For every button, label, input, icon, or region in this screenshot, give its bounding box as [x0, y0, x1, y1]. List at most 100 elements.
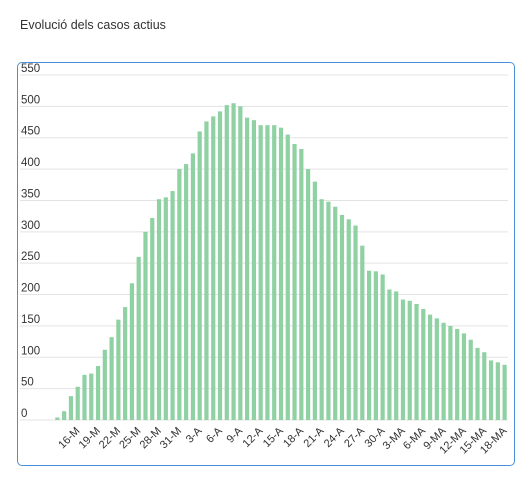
y-tick-label: 300 [21, 220, 40, 232]
bar[interactable] [299, 149, 304, 420]
bar[interactable] [251, 120, 256, 420]
y-tick-label: 100 [21, 345, 40, 357]
bar[interactable] [177, 169, 182, 420]
bar[interactable] [292, 144, 297, 420]
bar[interactable] [55, 417, 60, 420]
bar[interactable] [129, 283, 135, 420]
y-tick-label: 450 [21, 126, 40, 138]
bar[interactable] [306, 169, 311, 420]
x-tick-label: 21-A [302, 425, 327, 450]
bar[interactable] [184, 164, 189, 420]
bar[interactable] [360, 245, 365, 420]
bar[interactable] [190, 153, 196, 420]
bar[interactable] [319, 199, 324, 420]
x-axis-ticks: 16-M19-M22-M25-M28-M31-M 3-A 6-A 9-A12-A15-… [56, 425, 510, 457]
bar[interactable] [502, 364, 507, 420]
bar[interactable] [89, 373, 94, 420]
bar[interactable] [400, 299, 406, 420]
bar[interactable] [394, 291, 399, 420]
bar[interactable] [136, 256, 141, 420]
bar[interactable] [217, 111, 223, 420]
y-axis-ticks: 0 50 100 150 200 250 300 350 400 450 500 550 [21, 63, 40, 420]
x-tick-label: 6-A [204, 425, 225, 446]
bar[interactable] [468, 339, 473, 420]
x-tick-label: 19-M [77, 425, 103, 451]
bar[interactable] [366, 270, 372, 420]
chart-card: 0 50 100 150 200 250 300 350 400 450 500 550 16-M 19… [17, 62, 515, 466]
y-tick-label: 250 [21, 251, 40, 263]
bar[interactable] [116, 319, 121, 420]
bar[interactable] [163, 197, 168, 420]
bar[interactable] [258, 125, 263, 420]
gridlines [20, 74, 508, 421]
x-tick-label: 24-A [322, 425, 347, 450]
bar[interactable] [238, 106, 243, 420]
bar[interactable] [427, 314, 433, 420]
bar[interactable] [461, 333, 467, 420]
x-tick-label: 25-M [117, 425, 143, 451]
bar[interactable] [482, 352, 487, 420]
y-tick-label: 500 [21, 94, 40, 106]
x-tick-label: 22-M [97, 425, 123, 451]
y-tick-label: 550 [21, 63, 40, 75]
bar[interactable] [95, 366, 101, 420]
bar-chart: 0 50 100 150 200 250 300 350 400 450 500 550 16-M19… [20, 63, 510, 457]
bar[interactable] [455, 329, 460, 420]
bar[interactable] [488, 360, 494, 420]
bar[interactable] [326, 201, 331, 420]
bar[interactable] [414, 303, 419, 420]
bar[interactable] [245, 117, 250, 420]
x-tick-label: 18-A [281, 425, 306, 450]
bar[interactable] [102, 349, 107, 420]
bar[interactable] [143, 231, 148, 420]
x-tick-label: 15-A [261, 425, 286, 450]
bar[interactable] [434, 318, 439, 420]
bar[interactable] [68, 396, 74, 420]
y-tick-label: 50 [21, 377, 34, 389]
bar[interactable] [265, 125, 270, 420]
y-tick-label: 0 [21, 408, 27, 420]
y-tick-label: 200 [21, 283, 40, 295]
x-tick-label: 16-M [56, 425, 82, 451]
bar[interactable] [278, 127, 284, 420]
bar[interactable] [380, 274, 385, 420]
page-title: Evolució dels casos actius [20, 18, 166, 32]
bar[interactable] [448, 325, 453, 420]
bar[interactable] [475, 347, 480, 420]
bar[interactable] [170, 191, 175, 420]
bar[interactable] [421, 308, 426, 420]
bar[interactable] [333, 206, 338, 420]
y-tick-label: 400 [21, 157, 40, 169]
bar[interactable] [373, 271, 378, 420]
bar[interactable] [156, 199, 162, 420]
bar[interactable] [204, 121, 209, 420]
bar[interactable] [62, 411, 67, 420]
bar[interactable] [441, 322, 446, 420]
bar[interactable] [123, 307, 128, 420]
x-tick-label: 28-M [138, 425, 164, 451]
bar[interactable] [272, 125, 277, 420]
bar[interactable] [82, 374, 87, 420]
bar[interactable] [197, 131, 202, 421]
bar[interactable] [150, 218, 155, 420]
bar[interactable] [109, 337, 114, 420]
bar[interactable] [346, 219, 351, 420]
x-tick-label: 3-A [184, 425, 205, 446]
bar[interactable] [312, 181, 317, 420]
bar[interactable] [407, 300, 412, 420]
bar[interactable] [224, 105, 229, 420]
y-tick-label: 350 [21, 188, 40, 200]
x-tick-label: 27-A [342, 425, 367, 450]
y-tick-label: 150 [21, 314, 40, 326]
bars [55, 103, 507, 421]
bar[interactable] [495, 362, 500, 420]
bar[interactable] [353, 225, 358, 420]
bar[interactable] [75, 386, 80, 420]
x-tick-label: 31-M [158, 425, 184, 451]
bar[interactable] [231, 103, 236, 421]
x-tick-label: 12-A [241, 425, 266, 450]
bar[interactable] [339, 214, 345, 420]
bar[interactable] [285, 134, 290, 420]
bar[interactable] [211, 116, 216, 421]
bar[interactable] [387, 289, 392, 420]
